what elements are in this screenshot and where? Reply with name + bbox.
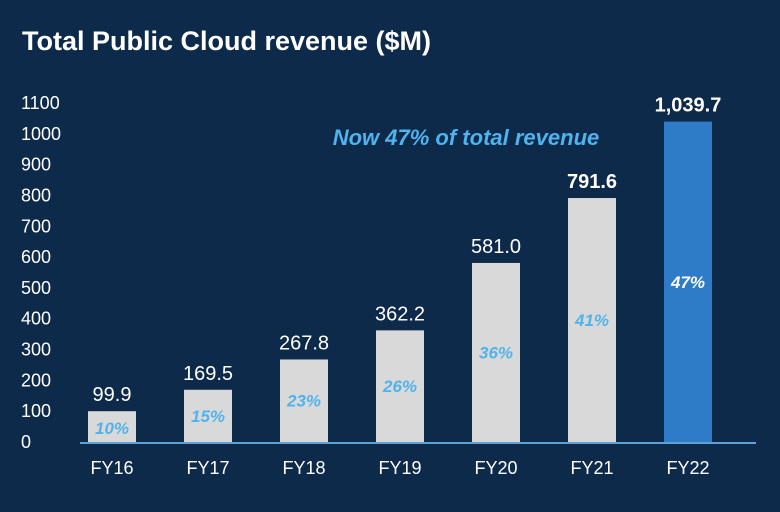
y-tick-label: 300 bbox=[21, 340, 51, 360]
value-label-fy20: 581.0 bbox=[471, 236, 521, 258]
value-label-fy18: 267.8 bbox=[279, 332, 329, 354]
bar-fy19 bbox=[376, 330, 424, 442]
y-tick-label: 900 bbox=[21, 155, 51, 175]
value-label-fy17: 169.5 bbox=[183, 363, 233, 385]
value-label-fy19: 362.2 bbox=[375, 303, 425, 325]
x-tick-label-fy18: FY18 bbox=[282, 458, 325, 478]
y-tick-label: 700 bbox=[21, 216, 51, 236]
x-tick-label-fy20: FY20 bbox=[474, 458, 517, 478]
x-axis: FY16 FY17 FY18 FY19 FY20 FY21 FY22 bbox=[80, 442, 756, 478]
y-tick-label: 400 bbox=[21, 309, 51, 329]
bar-fy18 bbox=[280, 359, 328, 442]
y-tick-label: 0 bbox=[21, 432, 31, 452]
y-tick-label: 500 bbox=[21, 278, 51, 298]
share-label-fy19: 26% bbox=[382, 377, 417, 396]
y-tick-label: 800 bbox=[21, 185, 51, 205]
bar-fy16 bbox=[88, 411, 136, 442]
value-label-fy22: 1,039.7 bbox=[655, 95, 722, 117]
bar-fy22 bbox=[664, 121, 712, 442]
x-tick-label-fy19: FY19 bbox=[378, 458, 421, 478]
chart-title: Total Public Cloud revenue ($M) bbox=[22, 26, 431, 56]
x-tick-label-fy16: FY16 bbox=[90, 458, 133, 478]
bars-group: 99.9 10% 169.5 15% 267.8 23% 362.2 26% 581.0 36% 7… bbox=[88, 95, 721, 442]
value-label-fy21: 791.6 bbox=[567, 171, 617, 193]
share-label-fy21: 41% bbox=[574, 311, 609, 330]
y-tick-label: 100 bbox=[21, 401, 51, 421]
y-axis: 0 100 200 300 400 500 600 700 800 900 1000 1100 bbox=[21, 93, 61, 452]
y-tick-label: 200 bbox=[21, 370, 51, 390]
y-tick-label: 1000 bbox=[21, 124, 61, 144]
share-label-fy22: 47% bbox=[670, 273, 705, 292]
x-tick-label-fy17: FY17 bbox=[186, 458, 229, 478]
share-label-fy18: 23% bbox=[286, 392, 321, 411]
chart-annotation: Now 47% of total revenue bbox=[333, 125, 600, 150]
x-tick-label-fy22: FY22 bbox=[666, 458, 709, 478]
bar-fy21 bbox=[568, 198, 616, 442]
bar-fy20 bbox=[472, 262, 520, 442]
value-label-fy16: 99.9 bbox=[93, 384, 132, 406]
share-label-fy16: 10% bbox=[95, 419, 129, 438]
y-tick-label: 600 bbox=[21, 247, 51, 267]
bar-fy17 bbox=[184, 389, 232, 442]
y-tick-label: 1100 bbox=[21, 93, 60, 113]
x-tick-label-fy21: FY21 bbox=[570, 458, 613, 478]
share-label-fy20: 36% bbox=[479, 343, 513, 362]
share-label-fy17: 15% bbox=[191, 407, 225, 426]
